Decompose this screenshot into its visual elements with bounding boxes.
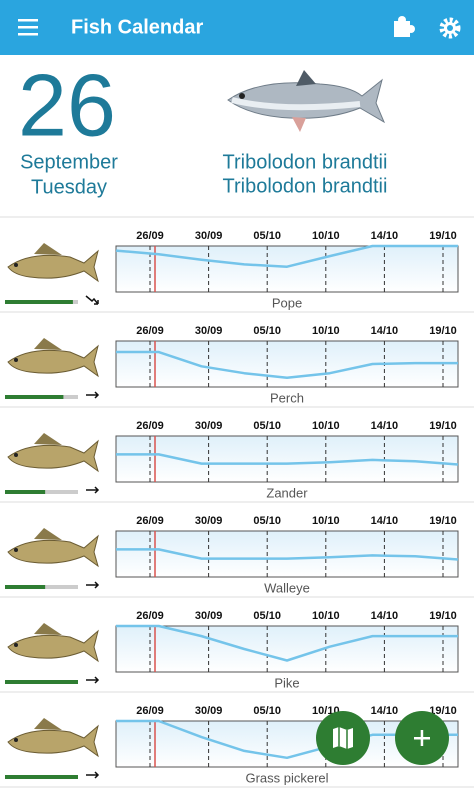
fish-fin [34, 243, 62, 255]
date-tick-label: 10/10 [312, 325, 340, 337]
fish-fin [34, 718, 62, 730]
fish-row: 26/09 30/09 05/10 10/10 14/10 19/10 Walleye [0, 515, 474, 598]
featured-fish-latin: Tribolodon brandtii [223, 175, 388, 197]
fish-image [7, 439, 99, 473]
rating-bar [5, 490, 46, 494]
date-tick-label: 19/10 [429, 705, 457, 717]
date-tick-label: 30/09 [195, 610, 223, 622]
date-tick-label: 26/09 [136, 230, 164, 242]
activity-line [116, 453, 459, 466]
app-title: Fish Calendar [71, 16, 203, 38]
date-tick-label: 19/10 [429, 230, 457, 242]
fish-fin [34, 623, 62, 635]
date-tick-label: 30/09 [195, 705, 223, 717]
date-tick-label: 05/10 [253, 705, 281, 717]
date-tick-label: 26/09 [136, 420, 164, 432]
date-tick-label: 10/10 [312, 515, 340, 527]
date-tick-label: 05/10 [253, 420, 281, 432]
plugins-button[interactable] [394, 16, 415, 37]
menu-button[interactable] [18, 19, 38, 36]
fish-eye [14, 548, 18, 552]
date-tick-label: 19/10 [429, 325, 457, 337]
date-tick-label: 30/09 [195, 515, 223, 527]
date-tick-label: 10/10 [312, 230, 340, 242]
date-tick-label: 14/10 [371, 515, 399, 527]
fish-eye [14, 738, 18, 742]
fish-eye [14, 643, 18, 647]
date-tick-label: 30/09 [195, 230, 223, 242]
date-tick-label: 19/10 [429, 515, 457, 527]
date-tick-label: 10/10 [312, 420, 340, 432]
fish-fin [34, 528, 62, 540]
fish-row: 26/09 30/09 05/10 10/10 14/10 19/10 Pike [0, 610, 474, 693]
fish-name: Zander [266, 485, 308, 500]
fish-name: Pike [274, 675, 299, 690]
fish-row: 26/09 30/09 05/10 10/10 14/10 19/10 Perch [0, 325, 474, 408]
featured-fish-name: Tribolodon brandtii [223, 151, 388, 173]
date-tick-label: 19/10 [429, 420, 457, 432]
date-tick-label: 05/10 [253, 325, 281, 337]
fish-row: 26/09 30/09 05/10 10/10 14/10 19/10 Pope [0, 230, 474, 313]
featured-fish-image [227, 70, 386, 132]
fish-image [7, 724, 99, 758]
rating-bar [5, 585, 46, 589]
date-tick-label: 26/09 [136, 515, 164, 527]
date-tick-label: 14/10 [371, 705, 399, 717]
date-tick-label: 14/10 [371, 420, 399, 432]
activity-line [116, 548, 459, 561]
fish-eye [14, 453, 18, 457]
chart-area [115, 625, 459, 673]
fish-name: Perch [270, 390, 304, 405]
rating-bar [5, 300, 73, 304]
fish-image [7, 249, 99, 283]
chart-area [115, 245, 459, 293]
date-tick-label: 14/10 [371, 325, 399, 337]
rating-bar [5, 775, 78, 779]
date-tick-label: 14/10 [371, 230, 399, 242]
fish-eye [14, 263, 18, 267]
map-button[interactable] [316, 711, 370, 765]
fish-name: Pope [272, 295, 302, 310]
fish-fin [34, 433, 62, 445]
add-button[interactable] [395, 711, 449, 765]
date-tick-label: 26/09 [136, 705, 164, 717]
date-tick-label: 26/09 [136, 325, 164, 337]
fish-row: 26/09 30/09 05/10 10/10 14/10 19/10 Zander [0, 420, 474, 503]
fish-eye [14, 358, 18, 362]
day-number: 26 [18, 55, 116, 154]
chart-area [115, 435, 459, 483]
activity-line [115, 244, 458, 268]
weekday: Tuesday [31, 176, 107, 198]
fish-name: Walleye [264, 580, 310, 595]
fish-image [7, 629, 99, 663]
trend-arrow [86, 676, 100, 684]
month: September [20, 151, 118, 173]
date-tick-label: 05/10 [253, 610, 281, 622]
fish-image [7, 344, 99, 378]
date-tick-label: 05/10 [253, 515, 281, 527]
settings-button[interactable] [439, 17, 461, 39]
trend-arrow [86, 581, 100, 589]
rating-bar [5, 395, 64, 399]
date-tick-label: 10/10 [312, 610, 340, 622]
trend-arrow [86, 771, 100, 779]
date-tick-label: 26/09 [136, 610, 164, 622]
fish-fin [34, 338, 62, 350]
rating-bar [5, 680, 78, 684]
date-tick-label: 30/09 [195, 325, 223, 337]
date-tick-label: 05/10 [253, 230, 281, 242]
trend-arrow [86, 486, 100, 494]
trend-arrow [85, 295, 99, 305]
fish-name: Grass pickerel [245, 770, 328, 785]
fish-image [7, 534, 99, 568]
trend-arrow [86, 391, 100, 399]
activity-line [116, 624, 458, 662]
chart-area [115, 530, 459, 578]
date-tick-label: 19/10 [429, 610, 457, 622]
activity-line [116, 350, 458, 380]
date-tick-label: 30/09 [195, 420, 223, 432]
date-tick-label: 14/10 [371, 610, 399, 622]
